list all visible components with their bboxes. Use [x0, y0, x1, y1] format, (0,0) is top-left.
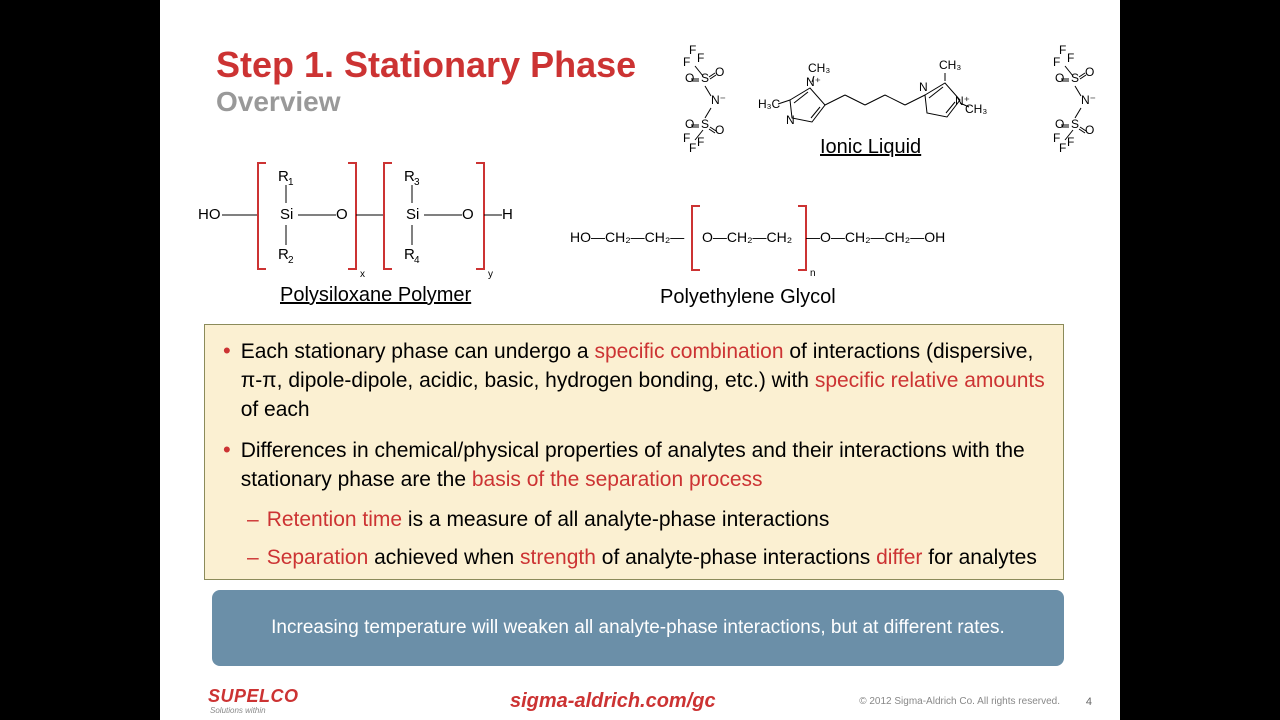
svg-text:F: F	[1053, 55, 1060, 69]
sub-bullet-marker: –	[247, 506, 259, 534]
page-number: 4	[1086, 696, 1092, 708]
sub-bullet-item: –Retention time is a measure of all anal…	[247, 506, 1045, 534]
bullet-marker: •	[223, 337, 231, 424]
sub-bullet-marker: –	[247, 544, 259, 572]
footer: SUPELCO Solutions within sigma-aldrich.c…	[160, 680, 1120, 720]
svg-text:S: S	[701, 117, 709, 131]
callout-text: Increasing temperature will weaken all a…	[271, 617, 1005, 639]
bullet-text: Each stationary phase can undergo a spec…	[241, 337, 1045, 424]
bullet-marker: •	[223, 436, 231, 494]
svg-text:O: O	[685, 117, 694, 131]
svg-text:O: O	[715, 65, 724, 79]
svg-text:O: O	[715, 123, 724, 137]
svg-text:O: O	[336, 206, 348, 223]
brand-logo: SUPELCO	[208, 686, 299, 707]
svg-text:O: O	[1085, 123, 1094, 137]
svg-text:S: S	[1071, 117, 1079, 131]
svg-text:F: F	[683, 131, 690, 145]
svg-text:H₃C: H₃C	[758, 97, 781, 111]
slide-subtitle: Overview	[216, 86, 636, 118]
svg-text:F: F	[697, 51, 704, 65]
peg-structure: HO—CH₂—CH₂— O—CH₂—CH₂ n —O—CH₂—CH₂—OH	[570, 198, 970, 288]
copyright-text: © 2012 Sigma-Aldrich Co. All rights rese…	[859, 696, 1060, 707]
svg-text:F: F	[683, 55, 690, 69]
svg-text:CH₃: CH₃	[808, 61, 830, 75]
ionic-liquid-label: Ionic Liquid	[820, 136, 921, 159]
svg-text:Si: Si	[406, 206, 419, 223]
svg-text:n: n	[810, 268, 816, 279]
sub-bullet-text: Separation achieved when strength of ana…	[267, 544, 1037, 572]
svg-text:N: N	[786, 113, 795, 127]
peg-label: Polyethylene Glycol	[660, 286, 836, 309]
svg-text:3: 3	[414, 177, 420, 188]
svg-text:CH₃: CH₃	[965, 102, 987, 116]
sub-bullet-text: Retention time is a measure of all analy…	[267, 506, 830, 534]
svg-text:F: F	[697, 135, 704, 149]
svg-text:O—CH₂—CH₂: O—CH₂—CH₂	[702, 229, 792, 245]
footer-link: sigma-aldrich.com/gc	[510, 690, 716, 713]
svg-text:2: 2	[288, 255, 294, 266]
sub-bullet-item: –Separation achieved when strength of an…	[247, 544, 1045, 572]
svg-text:—O—CH₂—CH₂—OH: —O—CH₂—CH₂—OH	[806, 229, 945, 245]
slide-title: Step 1. Stationary Phase	[216, 44, 636, 86]
svg-text:F: F	[1067, 51, 1074, 65]
slide: Step 1. Stationary Phase Overview FFF S …	[160, 0, 1120, 720]
svg-text:N: N	[919, 80, 928, 94]
svg-text:O: O	[1085, 65, 1094, 79]
svg-text:O: O	[1055, 117, 1064, 131]
svg-text:HO: HO	[198, 206, 221, 223]
brand-tagline: Solutions within	[210, 706, 266, 715]
svg-text:N⁻: N⁻	[1081, 93, 1096, 107]
svg-text:F: F	[1067, 135, 1074, 149]
polysiloxane-structure: HO Si R1 R2 O x Si R3 R4 O y	[198, 155, 518, 285]
svg-text:1: 1	[288, 177, 294, 188]
svg-text:O: O	[462, 206, 474, 223]
svg-text:x: x	[360, 269, 365, 280]
temperature-callout: Increasing temperature will weaken all a…	[212, 590, 1064, 666]
svg-text:S: S	[1071, 71, 1079, 85]
svg-text:O: O	[1055, 71, 1064, 85]
content-box: •Each stationary phase can undergo a spe…	[204, 324, 1064, 580]
polysiloxane-label: Polysiloxane Polymer	[280, 284, 471, 307]
svg-text:O: O	[685, 71, 694, 85]
svg-text:HO—CH₂—CH₂—: HO—CH₂—CH₂—	[570, 229, 684, 245]
svg-text:y: y	[488, 269, 493, 280]
svg-text:Si: Si	[280, 206, 293, 223]
svg-text:4: 4	[414, 255, 420, 266]
title-block: Step 1. Stationary Phase Overview	[216, 44, 636, 118]
bullet-item: •Each stationary phase can undergo a spe…	[223, 337, 1045, 424]
bullet-item: •Differences in chemical/physical proper…	[223, 436, 1045, 494]
svg-text:F: F	[1053, 131, 1060, 145]
svg-text:S: S	[701, 71, 709, 85]
bullet-text: Differences in chemical/physical propert…	[241, 436, 1045, 494]
svg-text:N⁻: N⁻	[711, 93, 726, 107]
svg-text:CH₃: CH₃	[939, 58, 961, 72]
svg-text:H: H	[502, 206, 513, 223]
